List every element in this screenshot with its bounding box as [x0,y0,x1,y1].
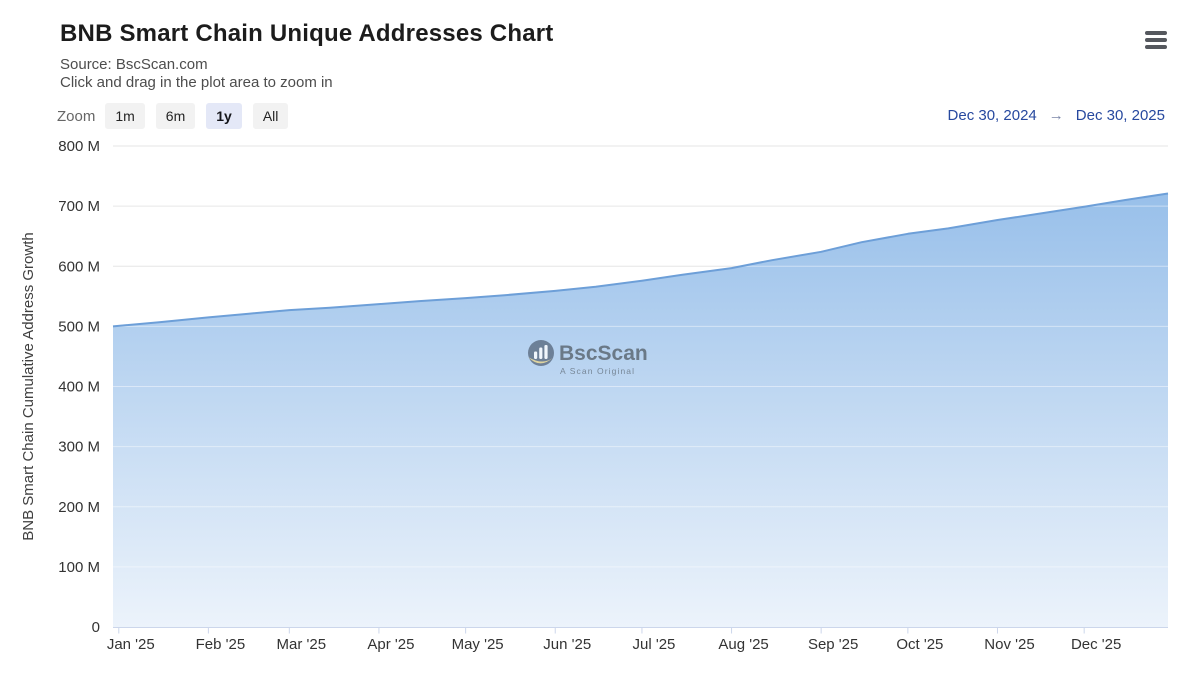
x-axis-tick-label: Apr '25 [367,636,414,653]
x-axis-tick-label: Aug '25 [718,636,768,653]
zoom-button-group: 1m 6m 1y All [105,103,299,129]
range-arrow-icon: → [1048,107,1064,124]
y-axis-tick-label: 0 [92,619,100,636]
zoom-button-1m[interactable]: 1m [105,103,145,129]
x-axis-tick-label: Dec '25 [1071,636,1121,653]
zoom-toolbar: Zoom 1m 6m 1y All [57,103,299,129]
area-series-line [112,192,1169,328]
x-axis-tick-label: Oct '25 [896,636,943,653]
y-axis-tick-label: 200 M [58,499,100,516]
area-series-fill [113,193,1168,627]
x-axis-tick-label: Feb '25 [196,636,246,653]
chart-zoom-hint: Click and drag in the plot area to zoom … [60,74,333,91]
page-title: BNB Smart Chain Unique Addresses Chart [60,20,554,47]
y-axis-tick-label: 500 M [58,318,100,335]
y-axis-labels: 0 100 M 200 M 300 M 400 M 500 M 600 M 700 M 800 … [58,138,100,636]
zoom-button-1y[interactable]: 1y [206,103,242,129]
zoom-label: Zoom [57,107,96,125]
x-axis-tick-label: Jan '25 [107,636,155,653]
y-axis-tick-label: 400 M [58,379,100,396]
y-axis-tick-label: 600 M [58,258,100,275]
y-axis-title: BNB Smart Chain Cumulative Address Growt… [20,232,37,540]
watermark-brand-text: BscScan [559,342,648,365]
y-axis-tick-label: 300 M [58,439,100,456]
watermark-tagline-text: A Scan Original [560,366,635,376]
zoom-button-6m[interactable]: 6m [155,103,196,129]
y-axis-tick-label: 100 M [58,559,100,576]
y-axis-tick-label: 700 M [58,198,100,215]
range-start-date[interactable]: Dec 30, 2024 [947,107,1037,124]
range-end-date[interactable]: Dec 30, 2025 [1075,107,1165,124]
chart-source-subtitle: Source: BscScan.com [60,56,208,73]
hamburger-menu-icon[interactable] [1145,31,1167,52]
bscscan-logo-icon [528,340,554,366]
y-axis-tick-label: 800 M [58,138,100,155]
x-axis-tick-label: Jul '25 [632,636,675,653]
area-chart-plot[interactable]: BscScan A Scan Original Jan '25 Feb '25 Ma… [0,130,1200,678]
x-axis-tick-label: Sep '25 [808,636,858,653]
x-axis-tick-label: Jun '25 [543,636,591,653]
date-range-display: Dec 30, 2024 → Dec 30, 2025 [948,107,1165,124]
x-axis-tick-label: May '25 [452,636,504,653]
zoom-button-all[interactable]: All [252,103,289,129]
x-axis-tick-label: Nov '25 [984,636,1034,653]
x-axis-tick-label: Mar '25 [277,636,327,653]
x-axis: Jan '25 Feb '25 Mar '25 Apr '25 May '25 Jun '… [107,627,1168,653]
bscscan-watermark: BscScan A Scan Original [528,340,648,376]
